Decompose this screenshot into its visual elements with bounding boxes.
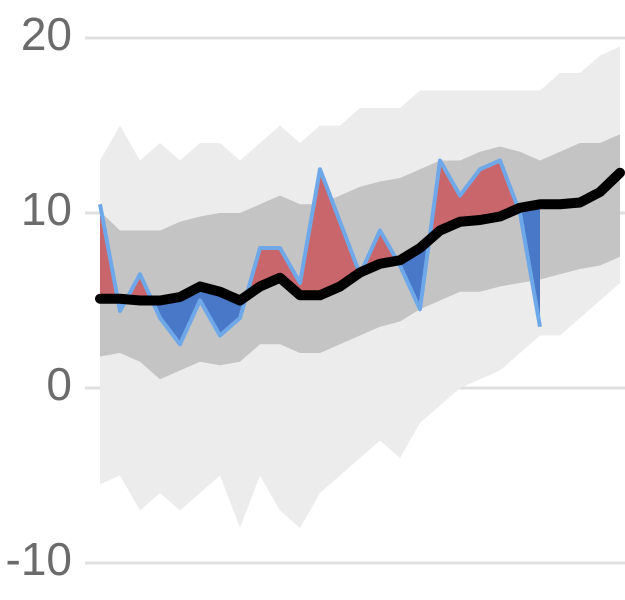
y-tick-label: 0: [46, 358, 72, 410]
y-tick-label: 20: [21, 8, 72, 60]
y-tick-label: -10: [6, 533, 72, 585]
average-line: [95, 167, 625, 306]
actual-line: [98, 158, 542, 347]
y-tick-label: 10: [21, 183, 72, 235]
